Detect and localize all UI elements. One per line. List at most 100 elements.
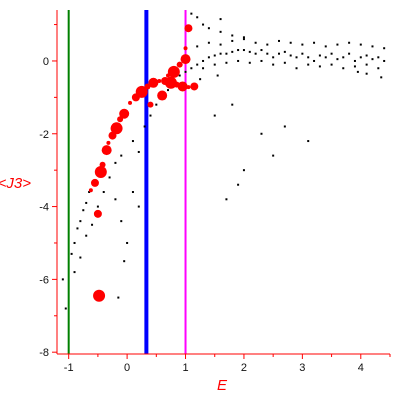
small-point <box>202 23 205 26</box>
small-point <box>190 67 193 70</box>
small-point <box>278 39 280 42</box>
large-point <box>128 100 133 105</box>
small-point <box>365 72 368 75</box>
small-point <box>231 39 234 42</box>
small-point <box>283 125 286 128</box>
small-point <box>219 18 222 21</box>
small-point <box>202 67 205 70</box>
small-point <box>365 63 368 66</box>
small-point <box>342 67 345 70</box>
x-tick-label: 0 <box>124 362 130 374</box>
y-tick-label: -2 <box>39 129 49 141</box>
large-point <box>147 101 154 108</box>
small-point <box>196 45 199 48</box>
small-point <box>225 61 228 64</box>
small-point <box>88 191 91 194</box>
small-point <box>324 56 327 59</box>
large-point <box>157 90 168 101</box>
large-point <box>167 65 180 78</box>
small-point <box>131 191 134 194</box>
small-point <box>131 140 134 143</box>
small-point <box>336 43 339 46</box>
small-point <box>272 56 275 59</box>
small-point <box>213 63 216 66</box>
large-point <box>184 24 193 33</box>
small-point <box>242 49 245 52</box>
small-point <box>307 140 310 143</box>
small-point <box>82 209 85 212</box>
small-point <box>295 67 298 70</box>
small-point <box>301 43 304 46</box>
small-point <box>356 70 359 73</box>
small-point <box>202 59 205 62</box>
small-point <box>380 76 383 79</box>
large-point <box>99 161 106 168</box>
small-point <box>289 54 292 57</box>
small-point <box>377 56 380 59</box>
large-point <box>88 188 93 193</box>
small-point <box>178 74 181 77</box>
large-point <box>135 85 148 98</box>
axes-group <box>56 10 390 355</box>
small-point <box>126 241 129 244</box>
small-point <box>120 220 123 223</box>
small-point <box>336 58 339 61</box>
x-axis-title: E <box>217 377 228 394</box>
x-tick-label: 1 <box>182 362 188 374</box>
small-point <box>219 30 222 33</box>
small-point <box>295 56 298 59</box>
small-point <box>184 70 187 73</box>
small-point <box>213 114 216 117</box>
small-point <box>342 56 345 59</box>
large-point <box>177 81 188 92</box>
small-point <box>225 52 228 55</box>
small-point <box>216 74 219 77</box>
small-point <box>272 154 275 157</box>
small-point <box>289 41 292 44</box>
small-point <box>371 58 374 61</box>
x-tick-label: 2 <box>241 362 247 374</box>
small-point <box>359 56 362 59</box>
small-point <box>353 65 356 68</box>
small-point <box>79 256 82 259</box>
small-point <box>237 49 240 52</box>
large-points-group <box>88 24 199 302</box>
small-point <box>313 41 316 44</box>
small-point <box>254 52 257 55</box>
small-point <box>91 223 94 226</box>
small-point <box>85 234 88 237</box>
small-point <box>114 198 117 201</box>
y-tick-label: -6 <box>39 274 49 286</box>
small-point <box>237 59 240 62</box>
small-point <box>225 198 228 201</box>
small-point <box>377 67 380 70</box>
small-point <box>242 169 245 172</box>
small-point <box>242 38 245 41</box>
small-point <box>137 150 140 153</box>
y-tick-label: -8 <box>39 347 49 359</box>
large-point <box>148 77 159 88</box>
small-point <box>231 34 234 37</box>
small-point <box>196 63 199 66</box>
small-point <box>114 161 117 164</box>
small-point <box>353 59 356 62</box>
small-point <box>260 49 263 52</box>
large-point <box>190 82 199 91</box>
small-point <box>318 54 321 57</box>
small-point <box>190 12 193 15</box>
small-point <box>143 125 146 128</box>
small-point <box>330 52 333 55</box>
small-point <box>272 63 275 66</box>
large-point <box>106 140 111 145</box>
large-point <box>94 165 107 178</box>
small-point <box>383 47 386 50</box>
large-point <box>101 145 112 156</box>
small-point <box>207 27 210 30</box>
small-point <box>371 45 374 48</box>
x-tick-label: 3 <box>299 362 305 374</box>
large-point <box>110 122 123 135</box>
small-point <box>359 43 362 46</box>
small-point <box>207 56 210 59</box>
y-tick-label: -4 <box>39 202 49 214</box>
